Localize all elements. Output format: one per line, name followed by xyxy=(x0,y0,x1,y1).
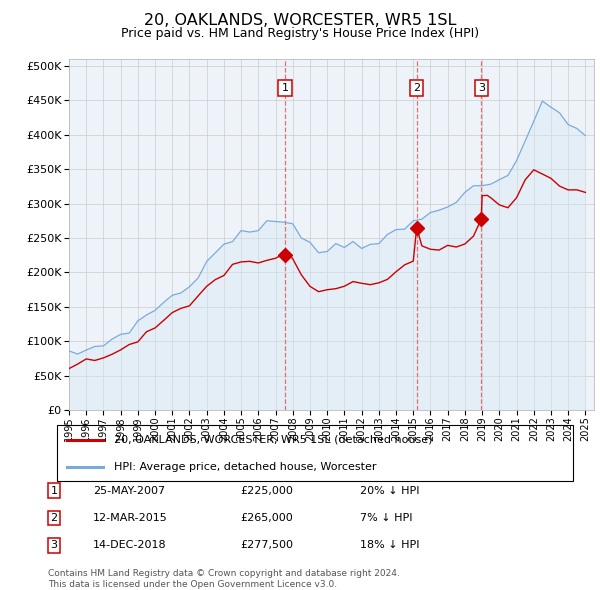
Text: 7% ↓ HPI: 7% ↓ HPI xyxy=(360,513,413,523)
Text: Price paid vs. HM Land Registry's House Price Index (HPI): Price paid vs. HM Land Registry's House … xyxy=(121,27,479,40)
Text: £225,000: £225,000 xyxy=(240,486,293,496)
Text: 12-MAR-2015: 12-MAR-2015 xyxy=(93,513,168,523)
Text: 2: 2 xyxy=(50,513,58,523)
Text: 1: 1 xyxy=(50,486,58,496)
Text: 3: 3 xyxy=(50,540,58,550)
Text: 1: 1 xyxy=(281,83,289,93)
Text: 18% ↓ HPI: 18% ↓ HPI xyxy=(360,540,419,550)
Text: 20, OAKLANDS, WORCESTER, WR5 1SL: 20, OAKLANDS, WORCESTER, WR5 1SL xyxy=(144,13,456,28)
Text: Contains HM Land Registry data © Crown copyright and database right 2024.
This d: Contains HM Land Registry data © Crown c… xyxy=(48,569,400,589)
Text: 20, OAKLANDS, WORCESTER, WR5 1SL (detached house): 20, OAKLANDS, WORCESTER, WR5 1SL (detach… xyxy=(114,435,432,445)
Text: 25-MAY-2007: 25-MAY-2007 xyxy=(93,486,165,496)
Text: 3: 3 xyxy=(478,83,485,93)
Text: 2: 2 xyxy=(413,83,420,93)
Text: HPI: Average price, detached house, Worcester: HPI: Average price, detached house, Worc… xyxy=(114,462,376,472)
Text: 20% ↓ HPI: 20% ↓ HPI xyxy=(360,486,419,496)
Text: £277,500: £277,500 xyxy=(240,540,293,550)
Text: 14-DEC-2018: 14-DEC-2018 xyxy=(93,540,167,550)
Text: £265,000: £265,000 xyxy=(240,513,293,523)
